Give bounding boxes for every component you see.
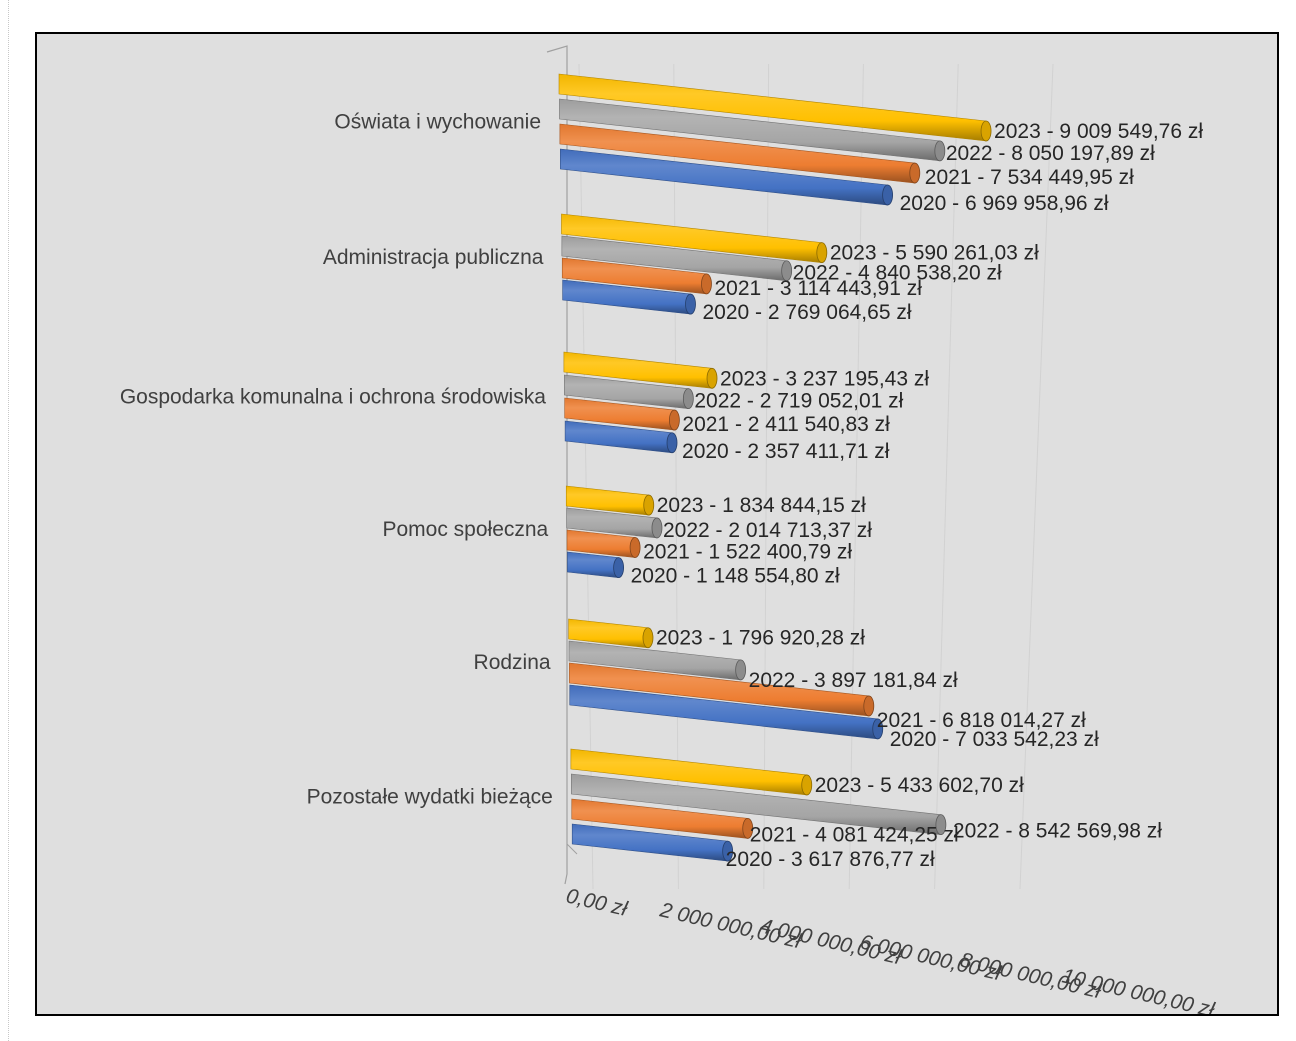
category-label-administracja-publiczna: Administracja publiczna — [323, 246, 544, 269]
bar-cap-pomoc-spoleczna-2021 — [629, 537, 641, 558]
bar-cap-oswiata-i-wychowanie-2022 — [934, 140, 946, 162]
chart-frame: 2023 - 9 009 549,76 zł 2022 - 8 050 197,8… — [35, 32, 1279, 1016]
bar-cap-administracja-publiczna-2021 — [701, 273, 712, 295]
data-label-pomoc-spoleczna-2022: 2022 - 2 014 713,37 zł — [663, 519, 872, 542]
bar-cap-oswiata-i-wychowanie-2021 — [909, 162, 921, 184]
bar-cap-administracja-publiczna-2020 — [685, 293, 696, 315]
page-left-rule — [8, 0, 9, 1041]
data-label-administracja-publiczna-2023: 2023 - 5 590 261,03 zł — [830, 242, 1039, 265]
data-label-rodzina-2022: 2022 - 3 897 181,84 zł — [749, 669, 958, 692]
gridline-1 — [673, 63, 679, 890]
bar-cap-pomoc-spoleczna-2023 — [643, 494, 655, 516]
data-label-oswiata-i-wychowanie-2022: 2022 - 8 050 197,89 zł — [946, 142, 1155, 165]
categories-layer: Oświata i wychowanie Administracja public… — [120, 111, 553, 809]
data-label-administracja-publiczna-2022: 2022 - 4 840 538,20 zł — [793, 262, 1002, 285]
bar-cap-oswiata-i-wychowanie-2020 — [882, 184, 894, 206]
data-label-gospodarka-komunalna-i-ochrona-srodowiska-2022: 2022 - 2 719 052,01 zł — [694, 390, 903, 413]
bar-cap-gospodarka-komunalna-i-ochrona-srodowiska-2021 — [668, 409, 680, 431]
data-label-gospodarka-komunalna-i-ochrona-srodowiska-2021: 2021 - 2 411 540,83 zł — [682, 413, 890, 436]
bar-cap-administracja-publiczna-2022 — [781, 260, 793, 282]
category-label-rodzina: Rodzina — [474, 651, 551, 674]
data-label-pozostale-wydatki-biezace-2020: 2020 - 3 617 876,77 zł — [726, 848, 935, 871]
category-label-gospodarka-komunalna-i-ochrona-srodowiska: Gospodarka komunalna i ochrona środowisk… — [120, 386, 546, 409]
data-label-gospodarka-komunalna-i-ochrona-srodowiska-2020: 2020 - 2 357 411,71 zł — [682, 440, 890, 463]
bar-cap-gospodarka-komunalna-i-ochrona-srodowiska-2020 — [666, 432, 678, 454]
data-label-pozostale-wydatki-biezace-2021: 2021 - 4 081 424,25 zł — [750, 823, 959, 846]
bar-cap-rodzina-2021 — [863, 695, 875, 717]
category-label-oswiata-i-wychowanie: Oświata i wychowanie — [334, 111, 541, 134]
bar-cap-pozostale-wydatki-biezace-2021 — [742, 817, 754, 839]
data-label-oswiata-i-wychowanie-2020: 2020 - 6 969 958,96 zł — [900, 192, 1109, 215]
ticks-layer: 0,00 zł 2 000 000,00 zł4 000 000,00 zł6 0… — [564, 884, 1218, 1014]
data-label-pomoc-spoleczna-2023: 2023 - 1 834 844,15 zł — [657, 494, 866, 517]
bar-pomoc-spoleczna-2020 — [567, 551, 619, 578]
data-label-rodzina-2023: 2023 - 1 796 920,28 zł — [656, 627, 865, 650]
bar-cap-pomoc-spoleczna-2022 — [651, 517, 663, 539]
axis-wall-edge — [546, 45, 568, 885]
bar-cap-rodzina-2023 — [642, 627, 654, 649]
data-label-pozostale-wydatki-biezace-2023: 2023 - 5 433 602,70 zł — [815, 774, 1024, 797]
axis-wall-foot — [566, 843, 578, 855]
bar-cap-administracja-publiczna-2023 — [816, 242, 828, 264]
bar-cap-rodzina-2022 — [735, 659, 747, 681]
data-label-administracja-publiczna-2021: 2021 - 3 114 443,91 zł — [714, 277, 922, 300]
bar-cap-oswiata-i-wychowanie-2023 — [980, 120, 992, 142]
data-label-pomoc-spoleczna-2021: 2021 - 1 522 400,79 zł — [643, 540, 852, 563]
data-label-rodzina-2021: 2021 - 6 818 014,27 zł — [877, 709, 1086, 732]
gridline-4 — [934, 63, 959, 890]
bar-cap-gospodarka-komunalna-i-ochrona-srodowiska-2023 — [706, 367, 718, 389]
x-tick-label-5: 10 000 000,00 zł — [1060, 964, 1218, 1014]
data-label-pozostale-wydatki-biezace-2022: 2022 - 8 542 569,98 zł — [953, 820, 1162, 843]
bar-cap-gospodarka-komunalna-i-ochrona-srodowiska-2022 — [682, 388, 694, 410]
category-label-pozostale-wydatki-biezace: Pozostałe wydatki bieżące — [307, 786, 553, 809]
bar-cap-pozostale-wydatki-biezace-2020 — [722, 840, 734, 862]
gridline-5 — [1019, 63, 1054, 890]
bars-layer — [558, 73, 992, 862]
data-label-rodzina-2020: 2020 - 7 033 542,23 zł — [890, 728, 1099, 751]
x-tick-label-0: 0,00 zł — [564, 884, 631, 921]
data-label-administracja-publiczna-2020: 2020 - 2 769 064,65 zł — [703, 301, 912, 324]
bar-cap-pomoc-spoleczna-2020 — [613, 557, 625, 579]
data-label-gospodarka-komunalna-i-ochrona-srodowiska-2023: 2023 - 3 237 195,43 zł — [720, 367, 929, 390]
bar-cap-rodzina-2020 — [872, 718, 884, 740]
data-label-oswiata-i-wychowanie-2021: 2021 - 7 534 449,95 zł — [925, 166, 1134, 189]
data-label-pomoc-spoleczna-2020: 2020 - 1 148 554,80 zł — [631, 565, 840, 588]
category-label-pomoc-spoleczna: Pomoc społeczna — [382, 518, 548, 541]
bar-cap-pozostale-wydatki-biezace-2022 — [935, 814, 947, 836]
gridline-2 — [763, 63, 770, 890]
bar-cap-pozostale-wydatki-biezace-2023 — [801, 774, 813, 796]
data-label-oswiata-i-wychowanie-2023: 2023 - 9 009 549,76 zł — [994, 120, 1203, 143]
